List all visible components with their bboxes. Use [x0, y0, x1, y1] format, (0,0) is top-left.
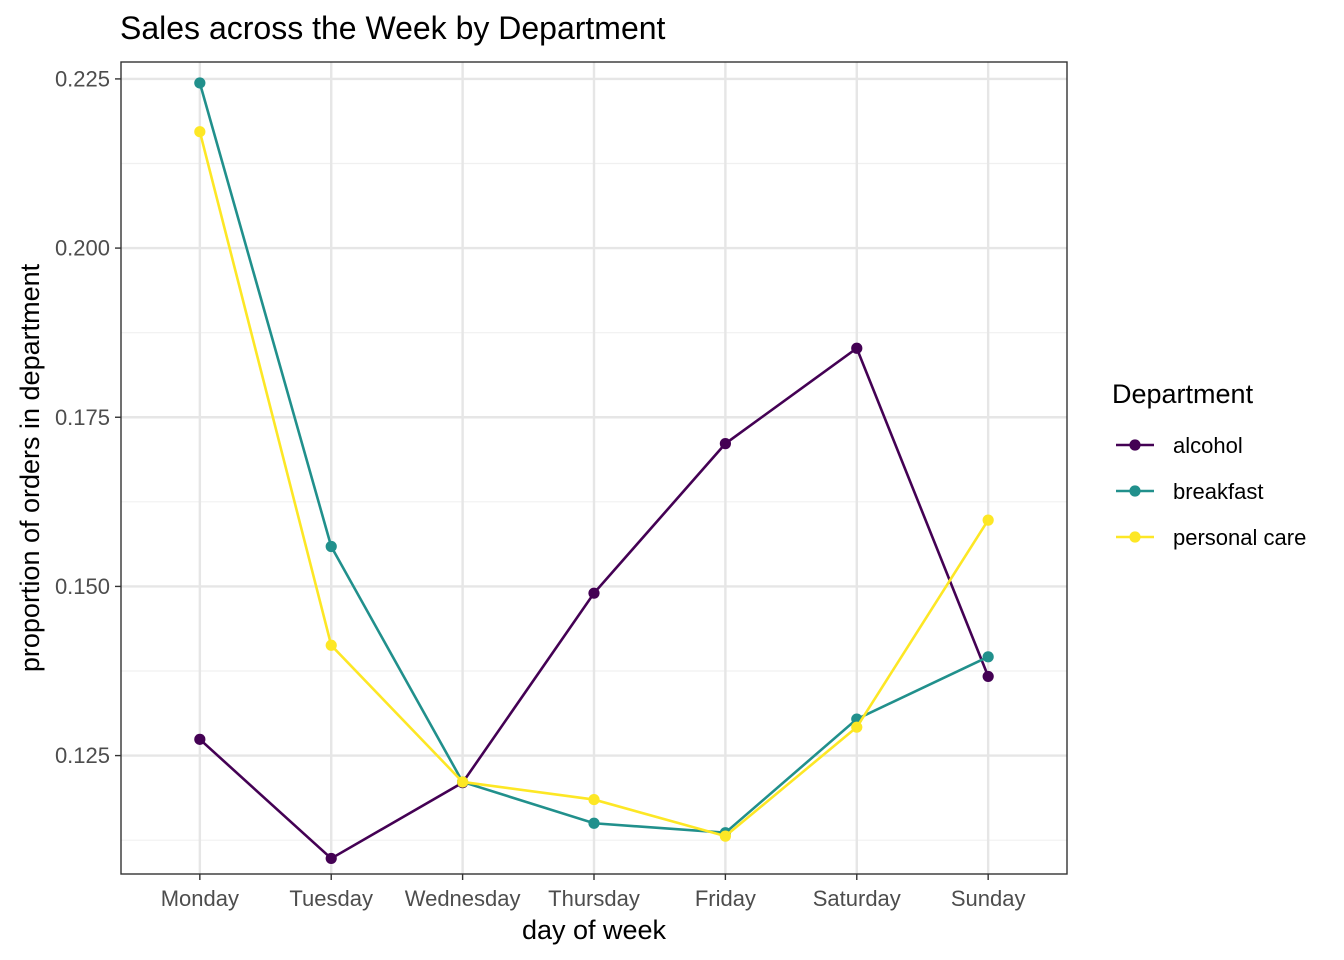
- data-point: [194, 77, 206, 89]
- legend-key-point: [1129, 531, 1141, 543]
- legend-item: alcohol: [1116, 433, 1243, 458]
- data-point: [325, 639, 337, 651]
- x-tick-label: Saturday: [813, 886, 901, 911]
- legend-items: alcohol breakfast personal care: [1116, 433, 1306, 550]
- axes: 0.125 0.150 0.175 0.200 0.225 Monday Tuesday We…: [55, 66, 1026, 911]
- data-point: [325, 540, 337, 553]
- series-lines: [194, 77, 994, 865]
- legend-title: Department: [1112, 379, 1254, 409]
- legend-item: breakfast: [1116, 479, 1264, 504]
- grid-lines: [121, 62, 1067, 874]
- x-axis-title: day of week: [522, 915, 667, 945]
- data-point: [194, 733, 206, 745]
- data-point: [325, 852, 337, 865]
- data-point: [982, 670, 994, 683]
- data-point: [457, 776, 469, 788]
- data-point: [851, 721, 863, 733]
- legend-label: breakfast: [1173, 479, 1264, 504]
- y-tick-label: 0.225: [55, 66, 110, 91]
- x-tick-label: Wednesday: [405, 886, 521, 911]
- chart-title: Sales across the Week by Department: [120, 10, 666, 46]
- legend-label: alcohol: [1173, 433, 1243, 458]
- legend: Department alcohol breakfast personal care: [1112, 379, 1306, 550]
- data-point: [982, 651, 994, 663]
- legend-item: personal care: [1116, 525, 1306, 550]
- x-tick-label: Thursday: [548, 886, 640, 911]
- y-tick-label: 0.200: [55, 236, 110, 261]
- y-tick-label: 0.175: [55, 405, 110, 430]
- y-tick-label: 0.150: [55, 574, 110, 599]
- y-axis-title: proportion of orders in department: [15, 263, 45, 672]
- data-point: [719, 438, 731, 450]
- x-tick-label: Tuesday: [289, 886, 373, 911]
- legend-key-point: [1129, 439, 1141, 451]
- x-tick-label: Monday: [161, 886, 239, 911]
- y-tick-label: 0.125: [55, 743, 110, 768]
- x-tick-label: Friday: [695, 886, 756, 911]
- x-tick-label: Sunday: [951, 886, 1026, 911]
- data-point: [588, 793, 600, 806]
- data-point: [194, 126, 206, 138]
- data-point: [851, 342, 863, 354]
- legend-label: personal care: [1173, 525, 1306, 550]
- data-point: [719, 830, 731, 842]
- series-personal-care: [194, 126, 994, 842]
- data-point: [588, 817, 600, 829]
- data-point: [982, 514, 994, 526]
- data-point: [588, 587, 600, 599]
- legend-key-point: [1129, 485, 1141, 497]
